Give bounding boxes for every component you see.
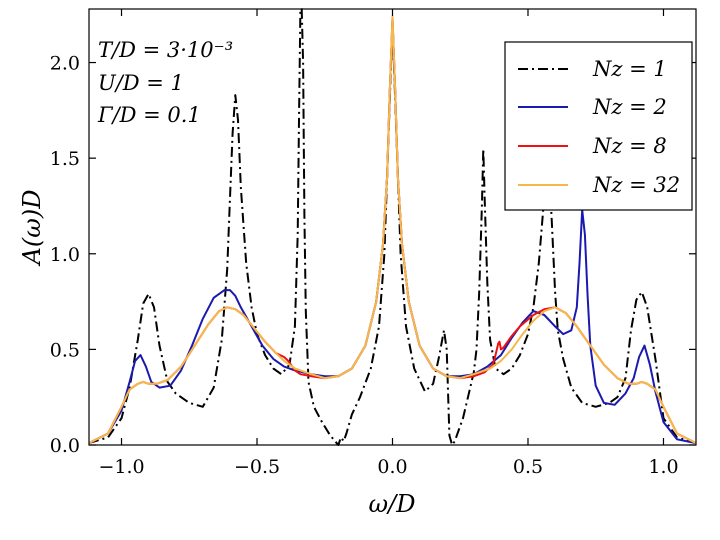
y-tick-label: 0.0 — [50, 435, 80, 457]
x-tick-label: −1.0 — [98, 456, 144, 478]
y-tick-label: 1.5 — [50, 148, 80, 170]
legend-label-nz32: Nz = 32 — [592, 173, 680, 197]
annotation-temperature: T/D = 3·10⁻³ — [98, 38, 233, 62]
x-tick-labels: −1.0 −0.5 0.0 0.5 1.0 — [98, 456, 678, 478]
y-axis-label: A(ω)D — [18, 190, 46, 267]
x-axis-label: ω/D — [369, 490, 416, 518]
annotation-hybridization: Γ/D = 0.1 — [97, 103, 201, 127]
x-tick-label: −0.5 — [234, 456, 280, 478]
y-tick-label: 2.0 — [50, 53, 80, 75]
legend: Nz = 1 Nz = 2 Nz = 8 Nz = 32 — [504, 41, 693, 211]
x-tick-label: 1.0 — [648, 456, 678, 478]
series-line-nz1 — [88, 8, 697, 446]
x-tick-label: 0.5 — [513, 456, 543, 478]
annotations: T/D = 3·10⁻³ U/D = 1 Γ/D = 0.1 — [97, 38, 233, 127]
x-tick-label: 0.0 — [377, 456, 407, 478]
legend-box — [504, 41, 693, 211]
legend-label-nz1: Nz = 1 — [592, 57, 667, 81]
series-line-nz32 — [88, 15, 697, 444]
series-lines — [88, 8, 697, 446]
y-tick-label: 0.5 — [50, 339, 80, 361]
legend-label-nz2: Nz = 2 — [592, 95, 667, 119]
annotation-interaction: U/D = 1 — [98, 71, 184, 95]
y-tick-labels: 0.0 0.5 1.0 1.5 2.0 — [50, 53, 80, 457]
y-tick-label: 1.0 — [50, 244, 80, 266]
plot-frame — [88, 8, 697, 446]
legend-label-nz8: Nz = 8 — [592, 134, 667, 158]
